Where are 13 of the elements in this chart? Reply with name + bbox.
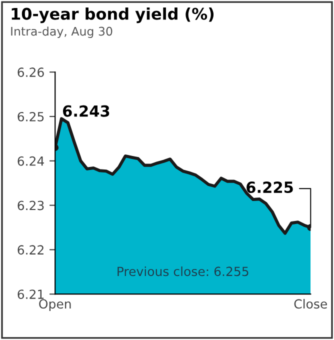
chart-title: 10-year bond yield (%) xyxy=(12,8,214,24)
chart-subtitle: Intra-day, Aug 30 xyxy=(11,26,112,38)
y-tick-label: 6.26 xyxy=(18,68,44,78)
annotation: Previous close: 6.255 xyxy=(118,266,248,276)
annotation: 6.225 xyxy=(246,181,293,194)
y-tick-label: 6.22 xyxy=(18,245,44,255)
y-tick-label: 6.23 xyxy=(18,200,44,210)
y-tick-label: 6.25 xyxy=(18,112,44,122)
y-tick-label: 6.24 xyxy=(18,156,44,166)
x-tick-label: Open xyxy=(39,299,71,312)
annotation: 6.243 xyxy=(63,105,110,117)
x-tick-label: Close xyxy=(294,298,327,309)
y-tick-label: 6.21 xyxy=(18,290,44,300)
